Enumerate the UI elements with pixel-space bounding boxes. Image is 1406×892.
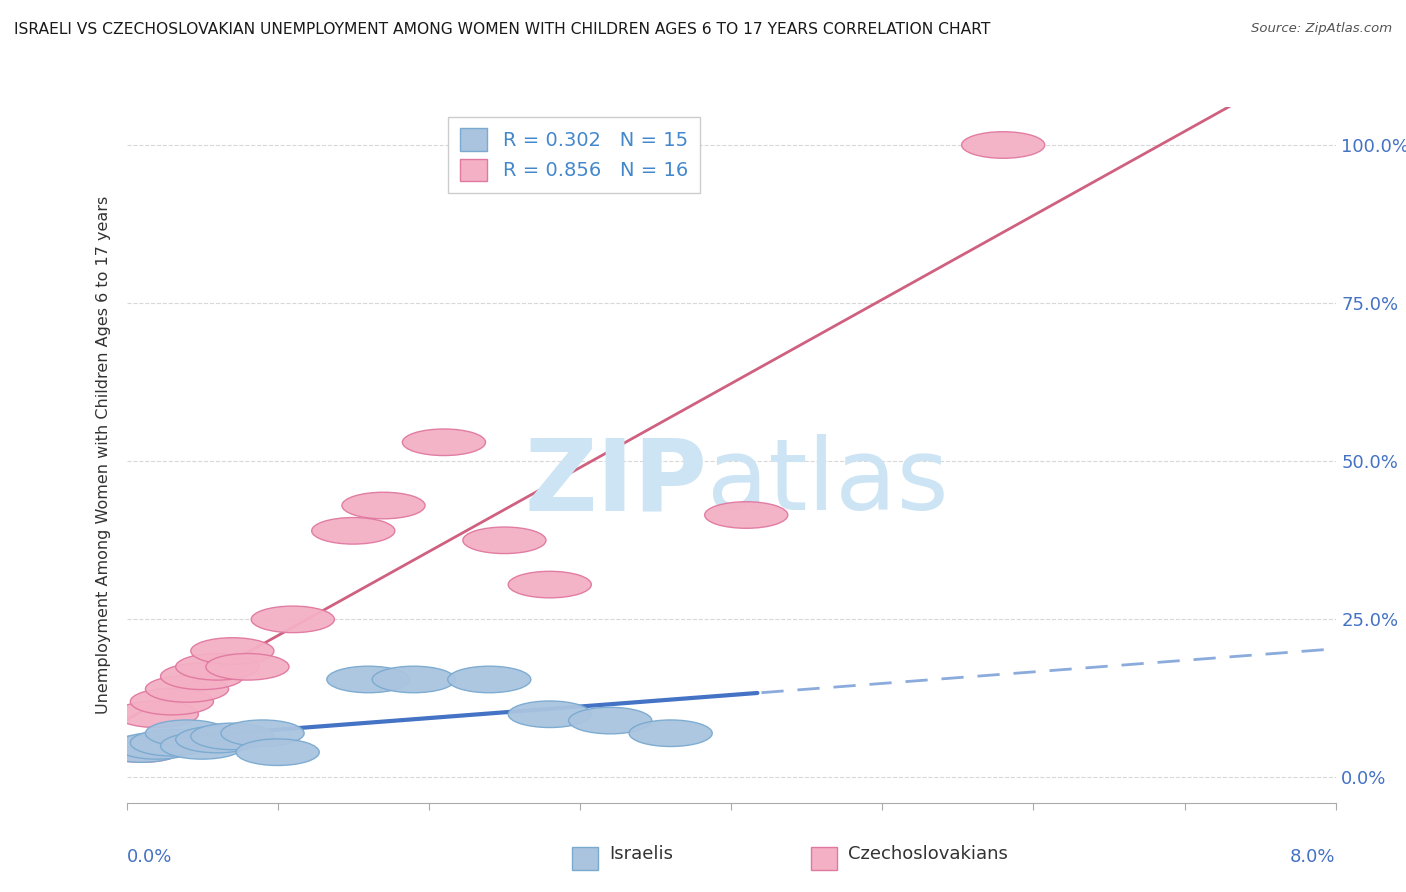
Text: 8.0%: 8.0% [1291, 848, 1336, 866]
Ellipse shape [131, 730, 214, 756]
Ellipse shape [312, 517, 395, 544]
Ellipse shape [100, 736, 183, 763]
Ellipse shape [342, 492, 425, 519]
Ellipse shape [704, 501, 787, 528]
Ellipse shape [463, 527, 546, 554]
Ellipse shape [508, 571, 592, 598]
Text: Israelis: Israelis [609, 845, 673, 863]
Text: atlas: atlas [707, 434, 949, 532]
Ellipse shape [176, 654, 259, 680]
Ellipse shape [100, 736, 183, 763]
Ellipse shape [402, 429, 485, 456]
Ellipse shape [160, 732, 243, 759]
Y-axis label: Unemployment Among Women with Children Ages 6 to 17 years: Unemployment Among Women with Children A… [96, 196, 111, 714]
Ellipse shape [568, 707, 652, 734]
Text: ZIP: ZIP [524, 434, 707, 532]
Ellipse shape [131, 689, 214, 714]
Legend: R = 0.302   N = 15, R = 0.856   N = 16: R = 0.302 N = 15, R = 0.856 N = 16 [449, 117, 700, 193]
Text: Source: ZipAtlas.com: Source: ZipAtlas.com [1251, 22, 1392, 36]
Ellipse shape [145, 675, 229, 702]
Ellipse shape [191, 723, 274, 749]
Ellipse shape [508, 701, 592, 728]
Ellipse shape [326, 666, 411, 693]
Ellipse shape [962, 132, 1045, 158]
Ellipse shape [205, 654, 290, 680]
Ellipse shape [252, 606, 335, 632]
Text: 0.0%: 0.0% [127, 848, 172, 866]
Ellipse shape [176, 726, 259, 753]
Ellipse shape [145, 720, 229, 747]
Ellipse shape [236, 739, 319, 765]
Ellipse shape [447, 666, 531, 693]
Ellipse shape [373, 666, 456, 693]
Ellipse shape [115, 732, 198, 759]
Text: ISRAELI VS CZECHOSLOVAKIAN UNEMPLOYMENT AMONG WOMEN WITH CHILDREN AGES 6 TO 17 Y: ISRAELI VS CZECHOSLOVAKIAN UNEMPLOYMENT … [14, 22, 990, 37]
Ellipse shape [191, 638, 274, 665]
Ellipse shape [115, 701, 198, 728]
Text: Czechoslovakians: Czechoslovakians [848, 845, 1008, 863]
Ellipse shape [221, 720, 304, 747]
Ellipse shape [160, 663, 243, 690]
Ellipse shape [628, 720, 713, 747]
